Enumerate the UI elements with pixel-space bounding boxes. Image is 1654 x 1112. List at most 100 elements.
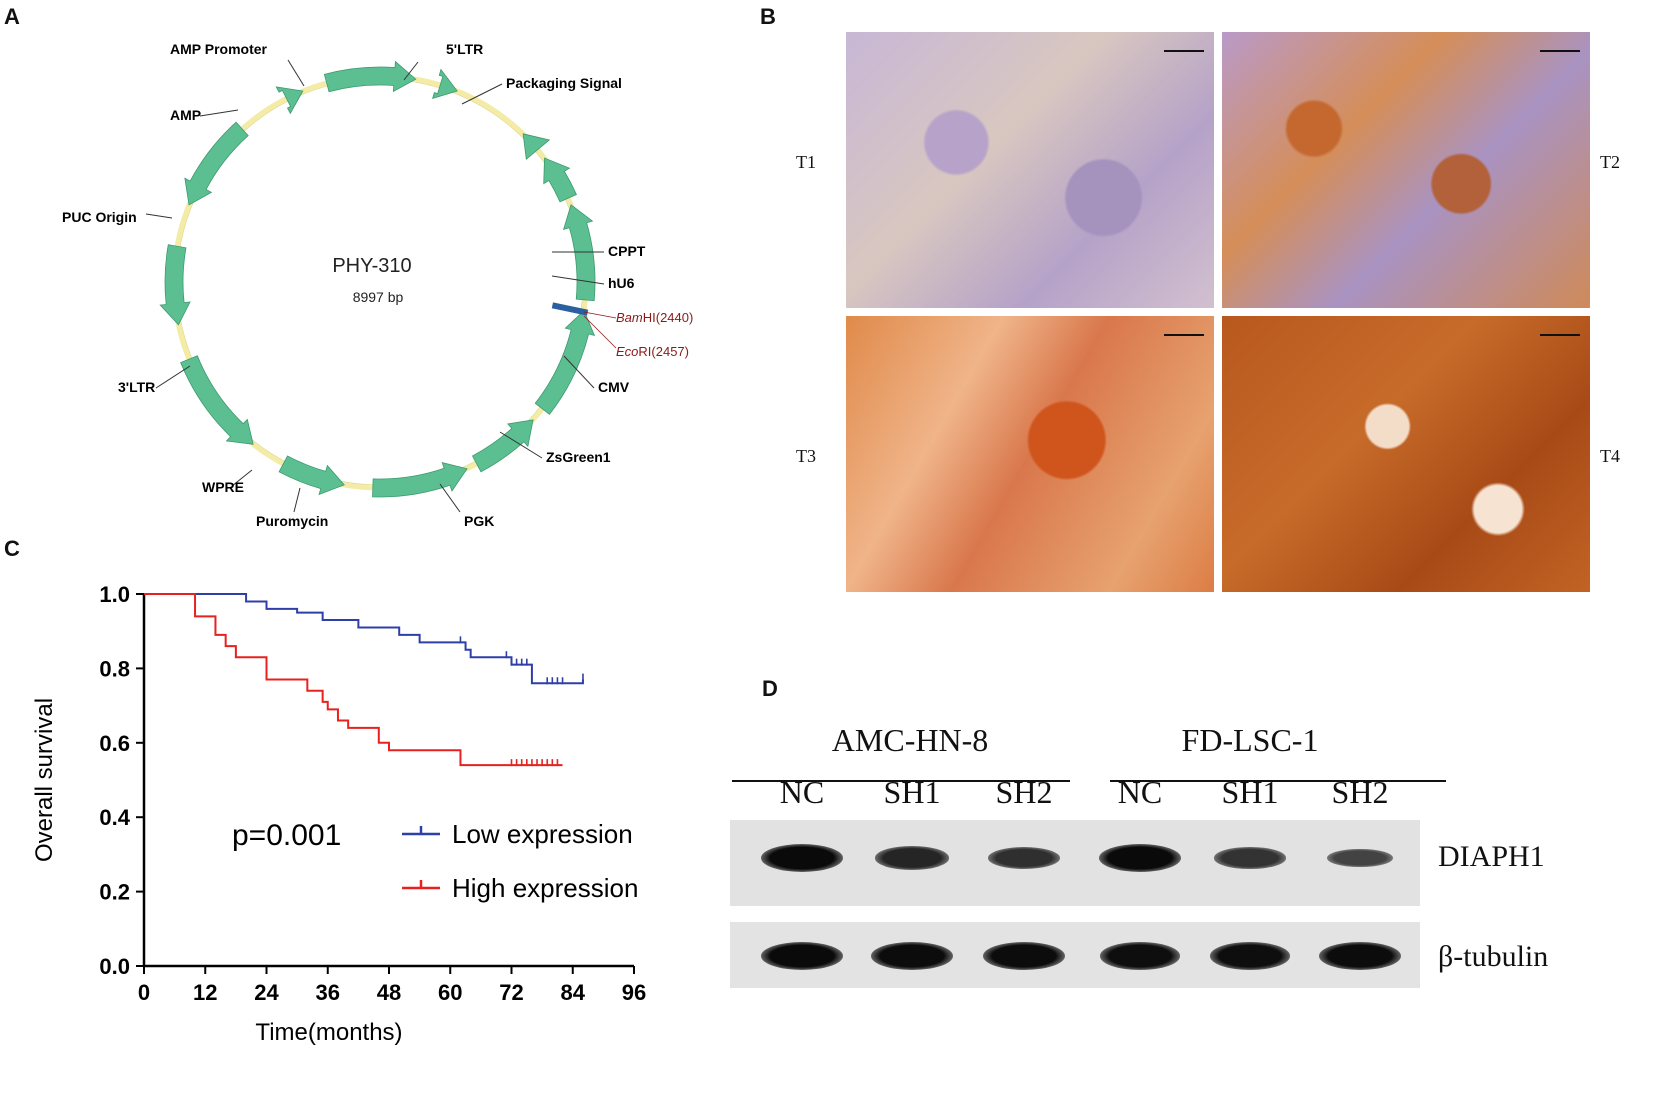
p-value-annotation: p=0.001 [232, 819, 341, 852]
y-tick-label: 0.4 [99, 805, 130, 830]
blot-band [1326, 848, 1394, 868]
y-tick-label: 0.0 [99, 954, 130, 979]
lane-label: NC [779, 774, 825, 810]
feature-label-zsgreen1: ZsGreen1 [546, 449, 611, 465]
arc-packaging-signal [432, 68, 458, 99]
leader-line [439, 483, 461, 513]
blot-band [1214, 847, 1286, 869]
arc-pgk [471, 419, 534, 473]
x-tick-label: 72 [499, 980, 523, 1005]
ihc-image-t3 [846, 316, 1214, 592]
blot-band [1319, 942, 1401, 970]
lane-label: SH2 [995, 774, 1053, 810]
scale-bar [1540, 334, 1580, 336]
feature-label-cmv: CMV [598, 379, 630, 395]
scale-bar [1164, 50, 1204, 52]
leader-line [499, 431, 543, 459]
x-tick-label: 12 [193, 980, 217, 1005]
leader-line [287, 59, 305, 87]
x-tick-label: 96 [622, 980, 646, 1005]
blot-band [1099, 844, 1181, 872]
y-tick-label: 0.2 [99, 880, 130, 905]
leader-line [155, 365, 191, 389]
ihc-panel: T1 T2 T3 T4 [796, 30, 1646, 592]
x-tick-label: 0 [138, 980, 150, 1005]
arc-puromycin [372, 462, 468, 498]
group-bar-amc [732, 780, 1070, 782]
blot-band [1209, 942, 1291, 970]
feature-label-5ltr: 5'LTR [446, 41, 483, 57]
ihc-image-t1 [846, 32, 1214, 308]
group-label-fdlsc: FD-LSC-1 [1181, 722, 1319, 758]
group-label-amc: AMC-HN-8 [831, 722, 989, 758]
feature-label-amp-promoter: AMP Promoter [170, 41, 268, 57]
blot-band [761, 942, 843, 970]
scale-bar [1540, 50, 1580, 52]
y-tick-label: 1.0 [99, 582, 130, 607]
feature-label-puc-origin: PUC Origin [62, 209, 137, 225]
arc-amp-promoter [275, 86, 304, 115]
arc-zsgreen1 [534, 309, 596, 415]
blot-row-label-tubulin: β-tubulin [1438, 940, 1549, 973]
blot-strip-diaph1 [730, 820, 1420, 906]
blot-band [987, 847, 1061, 869]
feature-label-cppt: CPPT [608, 243, 646, 259]
x-tick-label: 60 [438, 980, 462, 1005]
group-bar-fdlsc [1110, 780, 1446, 782]
arc-cppt [522, 133, 551, 161]
leader-line [199, 109, 239, 117]
survival-curve-low [144, 593, 584, 685]
plasmid-name: PHY-310 [332, 255, 411, 277]
restriction-site-bar [551, 302, 589, 316]
ihc-image-t2 [1222, 32, 1590, 308]
arc-puc-origin [159, 244, 191, 326]
arc-5ltr [323, 60, 417, 93]
lane-label: SH1 [1221, 774, 1279, 810]
western-blot-panel: AMC-HN-8 FD-LSC-1 NC SH1 SH2 NC SH1 SH2 DIAPH… [700, 700, 1654, 1112]
x-tick-label: 84 [561, 980, 586, 1005]
site-label-ecori: EcoRI(2457) [616, 344, 689, 359]
panel-c-letter: C [4, 536, 20, 561]
x-tick-label: 36 [316, 980, 340, 1005]
site-label-bamhi: BamHI(2440) [616, 310, 693, 325]
leader-line [293, 487, 301, 513]
leader-line [551, 275, 605, 285]
panel-b-letter: B [760, 4, 776, 29]
blot-band [871, 942, 953, 970]
blot-band [874, 846, 950, 870]
arc-wpre [278, 455, 345, 496]
ihc-label-t3: T3 [796, 446, 816, 466]
leader-line [231, 469, 253, 487]
legend-label: High expression [452, 873, 638, 903]
blot-row-label-diaph1: DIAPH1 [1438, 840, 1545, 873]
arc-cmv [563, 204, 596, 302]
plasmid-size: 8997 bp [353, 289, 404, 305]
ihc-image-t4 [1222, 316, 1590, 592]
feature-label-3ltr: 3'LTR [118, 379, 155, 395]
feature-label-amp: AMP [170, 107, 201, 123]
feature-label-packaging-signal: Packaging Signal [506, 75, 622, 91]
x-tick-label: 48 [377, 980, 401, 1005]
lane-label: SH2 [1331, 774, 1389, 810]
panel-d-letter: D [762, 676, 778, 701]
blot-band [761, 844, 843, 872]
ihc-label-t4: T4 [1600, 446, 1620, 466]
feature-label-hu6: hU6 [608, 275, 635, 291]
plasmid-map: PHY-310 8997 bp AMP Promoter 5'LTR Packa… [62, 41, 693, 529]
scale-bar [1164, 334, 1204, 336]
lane-label: NC [1117, 774, 1163, 810]
leader-line [461, 83, 503, 105]
y-axis-label: Overall survival [31, 698, 58, 862]
survival-curve-high [144, 593, 563, 767]
feature-label-wpre: WPRE [202, 479, 244, 495]
arc-3ltr [180, 355, 254, 445]
legend-label: Low expression [452, 819, 633, 849]
y-tick-label: 0.8 [99, 656, 130, 681]
arc-amp [184, 121, 249, 206]
x-axis-label: Time(months) [255, 1019, 402, 1046]
feature-label-puromycin: Puromycin [256, 513, 328, 529]
feature-label-pgk: PGK [464, 513, 494, 529]
x-tick-label: 24 [254, 980, 279, 1005]
ihc-label-t1: T1 [796, 152, 816, 172]
panel-a-letter: A [4, 4, 20, 29]
